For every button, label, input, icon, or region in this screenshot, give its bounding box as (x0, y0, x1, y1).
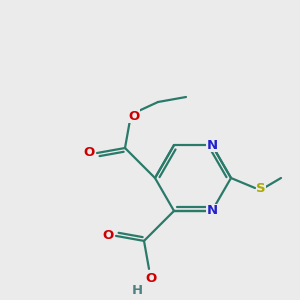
Text: O: O (83, 146, 94, 160)
Text: N: N (206, 204, 218, 218)
Text: H: H (131, 284, 142, 297)
Text: O: O (102, 230, 114, 242)
Text: O: O (128, 110, 140, 122)
Text: O: O (146, 272, 157, 285)
Text: N: N (206, 139, 218, 152)
Text: S: S (256, 182, 266, 194)
